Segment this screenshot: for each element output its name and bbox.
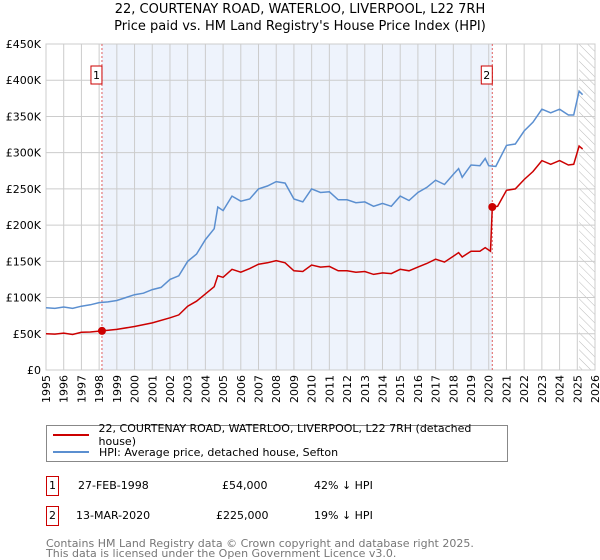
x-tick-label: 2026 [589,375,600,403]
transaction-date: 13-MAR-2020 [76,509,151,522]
x-tick-label: 2016 [412,375,425,403]
y-tick-label: £300K [6,147,42,160]
sale-point [97,326,106,335]
x-tick-label: 2019 [465,375,478,403]
y-tick-label: £100K [6,292,42,305]
plot-frame [45,43,596,371]
footer: Contains HM Land Registry data © Crown c… [46,537,474,560]
legend-label-property: 22, COURTENAY ROAD, WATERLOO, LIVERPOOL,… [98,422,472,448]
sale-marker-label: 1 [93,69,100,82]
y-tick-label: £350K [6,110,42,123]
transaction-price: £54,000 [222,479,268,492]
x-tick-label: 2023 [536,375,549,403]
legend-label-hpi: HPI: Average price, detached house, Seft… [99,445,339,459]
legend-item-property: 22, COURTENAY ROAD, WATERLOO, LIVERPOOL,… [53,422,507,448]
legend-red-line [53,434,89,436]
x-tick-label: 2002 [164,375,177,403]
x-tick-label: 1997 [75,375,88,403]
x-tick-label: 2018 [447,375,460,403]
x-tick-label: 2013 [359,375,372,403]
x-tick-label: 2005 [217,375,230,403]
chart-title: 22, COURTENAY ROAD, WATERLOO, LIVERPOOL,… [114,2,486,17]
footer-line-2: This data is licensed under the Open Gov… [46,547,397,560]
transaction-badge: 1 [46,476,59,496]
y-tick-label: £200K [6,219,42,232]
legend: 22, COURTENAY ROAD, WATERLOO, LIVERPOOL,… [46,422,508,462]
hatched-future-region [579,44,595,370]
x-tick-label: 2000 [129,375,142,403]
x-tick-label: 2011 [323,375,336,403]
x-tick-label: 2015 [394,375,407,403]
x-tick-label: 2001 [146,375,159,403]
series-line [45,144,584,336]
legend-item-hpi: HPI: Average price, detached house, Seft… [53,444,338,460]
x-tick-label: 2012 [341,375,354,403]
chart-subtitle: Price paid vs. HM Land Registry's House … [114,19,486,34]
transaction-badge: 2 [46,506,59,526]
y-tick-label: £450K [6,38,42,51]
transaction-date: 27-FEB-1998 [78,479,149,492]
x-tick-label: 2022 [518,375,531,403]
legend-blue-line [53,451,89,453]
x-tick-label: 2006 [235,375,248,403]
transaction-hpi-diff: 42% ↓ HPI [314,479,373,492]
x-tick-label: 2003 [182,375,195,403]
sale-point [488,203,497,211]
x-tick-label: 2020 [483,375,496,403]
y-tick-label: £50K [13,328,42,341]
x-tick-label: 2024 [554,375,567,403]
y-tick-label: £0 [27,364,41,377]
y-tick-label: £150K [6,255,42,268]
sale-marker-badge [480,65,493,85]
x-tick-label: 2009 [288,375,301,403]
shaded-ownership-region [101,44,493,370]
price-chart: 1995 1996 1997 1998 1999 2000 2001 2002 2003 2004… [6,38,600,403]
x-tick-label: 2008 [270,375,283,403]
x-tick-label: 1999 [111,375,124,403]
x-tick-label: 2014 [376,375,389,403]
transaction-hpi-diff: 19% ↓ HPI [314,509,373,522]
x-tick-label: 1998 [93,375,106,403]
x-tick-label: 1995 [40,375,53,403]
x-tick-label: 2004 [199,375,212,403]
x-tick-label: 2017 [430,375,443,403]
x-tick-label: 1996 [58,375,71,403]
series-line [45,89,584,310]
x-tick-label: 2025 [571,375,584,403]
transaction-price: £225,000 [216,509,269,522]
x-tick-label: 2010 [306,375,319,403]
sale-marker-label: 2 [483,69,490,82]
x-tick-label: 2021 [500,375,513,403]
sale-marker-badge [90,65,103,85]
footer-line-1: Contains HM Land Registry data © Crown c… [46,537,474,550]
x-tick-label: 2007 [253,375,266,403]
y-tick-label: £250K [6,183,42,196]
y-tick-label: £400K [6,74,42,87]
